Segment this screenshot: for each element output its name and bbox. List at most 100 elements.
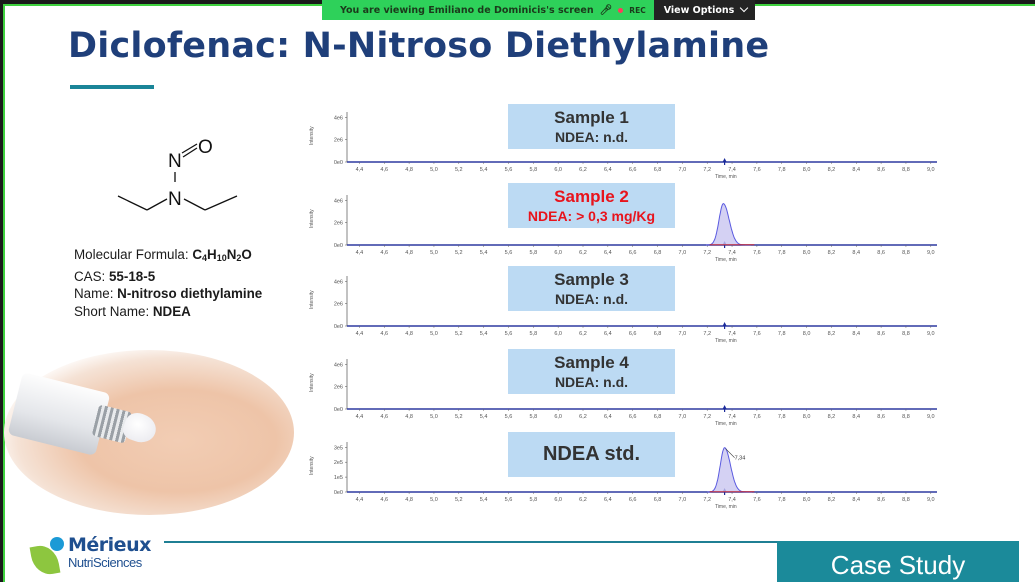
svg-text:5,0: 5,0: [430, 414, 438, 420]
svg-text:8,6: 8,6: [877, 167, 885, 173]
svg-text:7,0: 7,0: [679, 250, 687, 256]
svg-text:0e0: 0e0: [334, 324, 343, 330]
svg-text:4,6: 4,6: [380, 250, 388, 256]
svg-text:7,4: 7,4: [728, 331, 736, 337]
slide-title: Diclofenac: N-Nitroso Diethylamine: [68, 26, 770, 66]
sample-label-box: Sample 1 NDEA: n.d.: [508, 104, 675, 149]
svg-text:6,6: 6,6: [629, 331, 637, 337]
name-value: N-nitroso diethylamine: [117, 286, 263, 301]
svg-text:8,6: 8,6: [877, 250, 885, 256]
svg-text:8,4: 8,4: [852, 497, 860, 503]
svg-text:4,6: 4,6: [380, 414, 388, 420]
svg-text:0e0: 0e0: [334, 160, 343, 166]
svg-text:6,4: 6,4: [604, 250, 612, 256]
svg-text:7,6: 7,6: [753, 331, 761, 337]
formula-value: C4H10N2O: [192, 247, 252, 263]
svg-text:7,4: 7,4: [728, 167, 736, 173]
svg-text:7,2: 7,2: [703, 414, 711, 420]
svg-text:4,8: 4,8: [405, 331, 413, 337]
svg-text:7,6: 7,6: [753, 497, 761, 503]
muted-mic-icon: 🎤︎: [599, 4, 613, 16]
svg-text:8,4: 8,4: [852, 167, 860, 173]
chart-svg: Intensity 0e0 1e5 2e5 3e5 4,4 4,6 4,8 5,0 5,2 5,4 5…: [309, 442, 937, 510]
svg-text:Time, min: Time, min: [715, 257, 737, 263]
chromatogram-sample-4: Intensity 0e0 2e6 4e6 4,4 4,6 4,8 5,0 5,2 5,4 5,6 5…: [305, 347, 945, 427]
svg-text:4,6: 4,6: [380, 167, 388, 173]
svg-text:6,0: 6,0: [554, 497, 562, 503]
view-options-button[interactable]: View Options: [653, 0, 756, 20]
svg-text:5,4: 5,4: [480, 250, 488, 256]
molecule-structure: N O N: [117, 137, 238, 211]
compound-info: Molecular Formula: C4H10N2O CAS: 55-18-5…: [74, 246, 262, 320]
svg-text:6,6: 6,6: [629, 250, 637, 256]
svg-text:6,0: 6,0: [554, 414, 562, 420]
svg-text:4,8: 4,8: [405, 497, 413, 503]
svg-text:0e0: 0e0: [334, 490, 343, 496]
svg-text:7,2: 7,2: [703, 167, 711, 173]
sample-label-box: Sample 3 NDEA: n.d.: [508, 266, 675, 311]
svg-text:4,4: 4,4: [356, 167, 364, 173]
svg-text:0e0: 0e0: [334, 243, 343, 249]
svg-text:9,0: 9,0: [927, 331, 935, 337]
svg-text:6,4: 6,4: [604, 414, 612, 420]
svg-text:2e6: 2e6: [334, 138, 343, 144]
svg-text:7,8: 7,8: [778, 250, 786, 256]
svg-text:5,4: 5,4: [480, 331, 488, 337]
svg-text:5,0: 5,0: [430, 331, 438, 337]
case-study-badge: Case Study: [777, 541, 1019, 582]
svg-text:5,8: 5,8: [529, 497, 537, 503]
svg-text:8,0: 8,0: [803, 331, 811, 337]
svg-text:7,0: 7,0: [679, 167, 687, 173]
svg-text:8,6: 8,6: [877, 414, 885, 420]
svg-text:6,2: 6,2: [579, 414, 587, 420]
svg-text:8,6: 8,6: [877, 331, 885, 337]
svg-text:6,6: 6,6: [629, 414, 637, 420]
svg-text:4,4: 4,4: [356, 331, 364, 337]
svg-text:2e6: 2e6: [334, 221, 343, 227]
svg-text:4e6: 4e6: [334, 115, 343, 121]
svg-text:5,0: 5,0: [430, 250, 438, 256]
svg-text:4e6: 4e6: [334, 279, 343, 285]
svg-text:6,2: 6,2: [579, 497, 587, 503]
footer-divider: [164, 541, 784, 543]
sample-label-box: Sample 4 NDEA: n.d.: [508, 349, 675, 394]
svg-text:Time, min: Time, min: [715, 174, 737, 180]
svg-text:7,0: 7,0: [679, 414, 687, 420]
svg-text:7,8: 7,8: [778, 497, 786, 503]
svg-text:7,34: 7,34: [735, 456, 746, 462]
svg-text:5,8: 5,8: [529, 414, 537, 420]
svg-text:9,0: 9,0: [927, 497, 935, 503]
svg-text:5,4: 5,4: [480, 414, 488, 420]
svg-text:8,2: 8,2: [828, 414, 836, 420]
svg-text:7,8: 7,8: [778, 331, 786, 337]
recording-dot-icon: [618, 7, 624, 13]
svg-text:4,4: 4,4: [356, 250, 364, 256]
svg-text:6,0: 6,0: [554, 250, 562, 256]
chart-svg: Intensity 0e0 2e6 4e6 4,4 4,6 4,8 5,0 5,2 5,4 5,6 5…: [309, 359, 937, 427]
svg-text:8,8: 8,8: [902, 167, 910, 173]
svg-text:8,4: 8,4: [852, 414, 860, 420]
svg-text:5,2: 5,2: [455, 167, 463, 173]
svg-text:5,6: 5,6: [505, 250, 513, 256]
svg-text:8,2: 8,2: [828, 167, 836, 173]
chart-svg: Intensity 0e0 2e6 4e6 4,4 4,6 4,8 5,0 5,2 5,4 5,6 5…: [309, 112, 937, 180]
atom-n-center: N: [168, 189, 182, 210]
svg-text:Intensity: Intensity: [309, 456, 315, 475]
svg-text:5,2: 5,2: [455, 414, 463, 420]
svg-text:7,4: 7,4: [728, 414, 736, 420]
atom-n-top: N: [168, 151, 182, 172]
svg-text:5,6: 5,6: [505, 414, 513, 420]
sample-label-box: Sample 2 NDEA: > 0,3 mg/Kg: [508, 183, 675, 228]
svg-text:8,2: 8,2: [828, 250, 836, 256]
svg-text:5,8: 5,8: [529, 167, 537, 173]
svg-text:1e5: 1e5: [334, 475, 343, 481]
svg-text:7,2: 7,2: [703, 331, 711, 337]
svg-text:5,6: 5,6: [505, 167, 513, 173]
cas-row: CAS: 55-18-5: [74, 268, 156, 284]
svg-text:4,8: 4,8: [405, 414, 413, 420]
chromatogram-sample-1: Intensity 0e0 2e6 4e6 4,4 4,6 4,8 5,0 5,2 5,4 5,6 5…: [305, 100, 945, 180]
svg-text:2e5: 2e5: [334, 460, 343, 466]
svg-text:6,6: 6,6: [629, 167, 637, 173]
name-row: Name: N-nitroso diethylamine: [74, 286, 263, 301]
svg-text:5,2: 5,2: [455, 250, 463, 256]
